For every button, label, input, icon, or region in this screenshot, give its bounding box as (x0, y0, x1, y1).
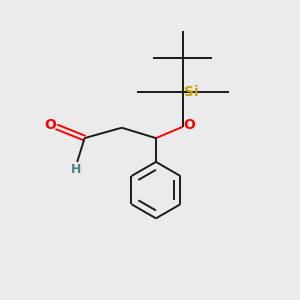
Text: Si: Si (184, 85, 198, 99)
Text: H: H (70, 163, 81, 176)
Text: O: O (183, 118, 195, 132)
Text: O: O (44, 118, 56, 132)
